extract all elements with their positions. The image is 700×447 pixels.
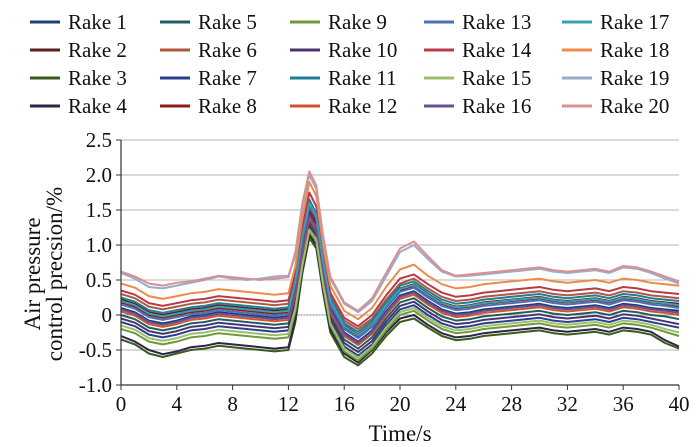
x-tick-label: 24: [445, 392, 467, 416]
y-axis-title-line: Air pressure: [20, 217, 45, 330]
legend-label: Rake 14: [462, 38, 532, 62]
series-line-rake-20: [120, 170, 680, 312]
series-line-rake-3: [120, 237, 680, 367]
y-axis-title-line: control precsion/%: [42, 187, 67, 361]
y-axis-title: Air pressurecontrol precsion/%: [20, 187, 67, 361]
series-line-rake-7: [120, 226, 680, 357]
legend-entry: Rake 8: [160, 94, 257, 118]
y-tick-labels: -1.0 -0.5 0 0.5 1.0 1.5 2.0 2.5: [79, 128, 121, 397]
series-line-rake-13: [120, 205, 680, 340]
legend-label: Rake 17: [600, 10, 669, 34]
x-tick-label: 40: [669, 392, 690, 416]
legend-label: Rake 15: [462, 66, 531, 90]
x-axis-title: Time/s: [368, 421, 431, 446]
x-tick-label: 4: [172, 392, 183, 416]
legend-entry: Rake 7: [160, 66, 257, 90]
legend-entry: Rake 17: [562, 10, 669, 34]
series-line-rake-14: [120, 191, 680, 328]
legend-entry: Rake 1: [30, 10, 127, 34]
legend-label: Rake 8: [198, 94, 257, 118]
legend-label: Rake 5: [198, 10, 257, 34]
x-tick-label: 36: [613, 392, 634, 416]
y-tick-label: -1.0: [79, 373, 112, 397]
series-line-rake-5: [120, 223, 680, 350]
series-line-rake-1: [120, 219, 680, 343]
legend-label: Rake 6: [198, 38, 257, 62]
y-tick-label: 1.0: [86, 233, 112, 257]
x-tick-label: 12: [278, 392, 299, 416]
legend-entry: Rake 15: [424, 66, 531, 90]
x-tick-label: 8: [227, 392, 238, 416]
series-lines: [120, 170, 680, 367]
legend: Rake 1 Rake 2 Rake 3 Rake 4 Rake 5 Rake 6 Rake…: [30, 10, 669, 118]
legend-entry: Rake 6: [160, 38, 257, 62]
legend-label: Rake 7: [198, 66, 257, 90]
series-line-rake-17: [120, 202, 680, 337]
legend-entry: Rake 4: [30, 94, 127, 118]
x-tick-label: 20: [390, 392, 411, 416]
legend-entry: Rake 18: [562, 38, 669, 62]
legend-label: Rake 18: [600, 38, 669, 62]
x-tick-label: 0: [116, 392, 127, 416]
legend-label: Rake 10: [328, 38, 397, 62]
series-line-rake-15: [120, 228, 680, 359]
y-tick-label: 0.5: [86, 268, 112, 292]
legend-label: Rake 11: [328, 66, 397, 90]
legend-entry: Rake 5: [160, 10, 257, 34]
legend-label: Rake 19: [600, 66, 669, 90]
y-tick-label: 2.5: [86, 128, 112, 152]
legend-entry: Rake 19: [562, 66, 669, 90]
x-tick-label: 28: [501, 392, 522, 416]
legend-label: Rake 16: [462, 94, 531, 118]
series-line-rake-10: [120, 224, 680, 354]
y-tick-label: 2.0: [86, 163, 112, 187]
x-tick-label: 16: [334, 392, 355, 416]
y-tick-label: -0.5: [79, 338, 112, 362]
legend-entry: Rake 2: [30, 38, 127, 62]
series-line-rake-9: [120, 230, 680, 362]
legend-entry: Rake 11: [290, 66, 397, 90]
y-tick-label: 1.5: [86, 198, 112, 222]
series-line-rake-11: [120, 198, 680, 333]
legend-entry: Rake 10: [290, 38, 397, 62]
x-tick-label: 32: [557, 392, 578, 416]
series-line-rake-12: [120, 217, 680, 347]
legend-label: Rake 13: [462, 10, 531, 34]
series-line-rake-4: [120, 233, 680, 364]
legend-entry: Rake 3: [30, 66, 127, 90]
series-line-rake-18: [120, 181, 680, 321]
legend-label: Rake 2: [68, 38, 127, 62]
series-line-rake-16: [120, 214, 680, 344]
legend-entry: Rake 13: [424, 10, 531, 34]
legend-entry: Rake 16: [424, 94, 531, 118]
legend-label: Rake 12: [328, 94, 397, 118]
legend-label: Rake 4: [68, 94, 127, 118]
legend-label: Rake 1: [68, 10, 127, 34]
legend-entry: Rake 12: [290, 94, 397, 118]
series-line-rake-6: [120, 205, 680, 330]
legend-entry: Rake 9: [290, 10, 387, 34]
legend-label: Rake 9: [328, 10, 387, 34]
legend-label: Rake 20: [600, 94, 669, 118]
x-tick-labels: 0 4 8 12 16 20 24 28 32 36 40: [116, 385, 690, 416]
legend-entry: Rake 20: [562, 94, 669, 118]
y-tick-label: 0: [102, 303, 113, 327]
legend-entry: Rake 14: [424, 38, 532, 62]
legend-label: Rake 3: [68, 66, 127, 90]
